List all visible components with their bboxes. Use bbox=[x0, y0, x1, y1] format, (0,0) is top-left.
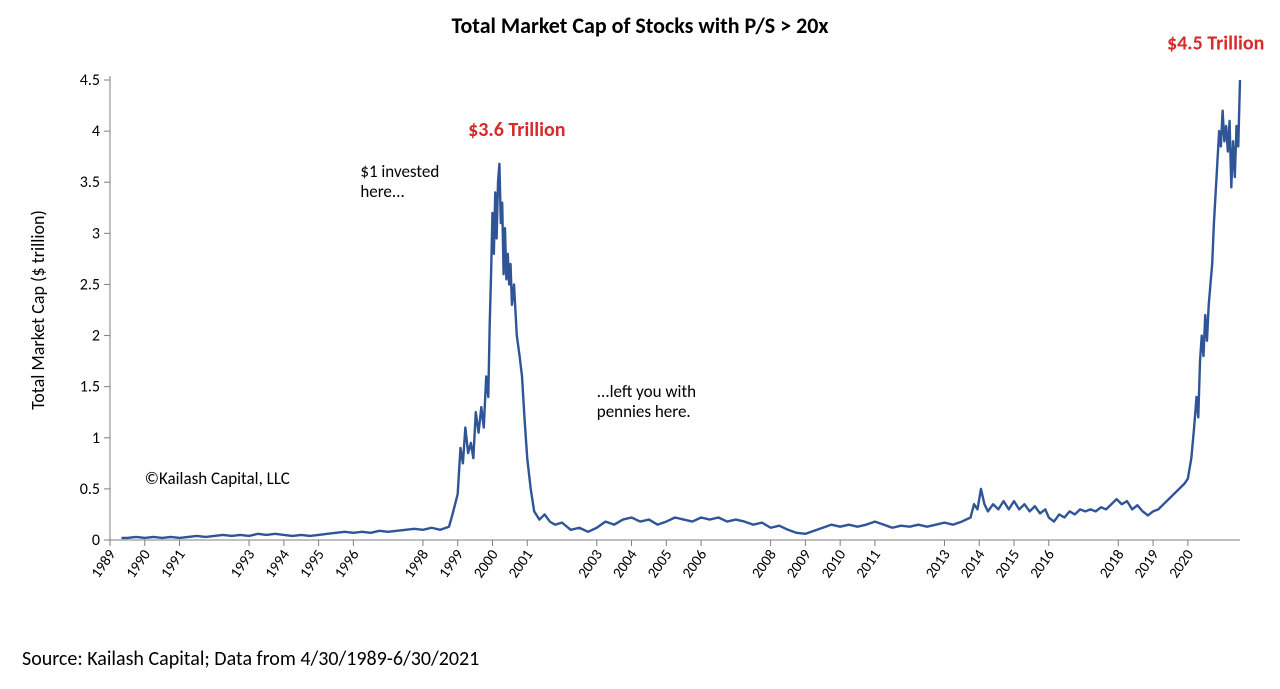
callout: $3.6 Trillion bbox=[468, 118, 565, 142]
svg-text:3.5: 3.5 bbox=[80, 173, 100, 192]
svg-text:1996: 1996 bbox=[331, 546, 363, 582]
svg-text:2004: 2004 bbox=[609, 546, 641, 582]
svg-text:4.5: 4.5 bbox=[80, 71, 100, 90]
annotation: $1 invested bbox=[360, 161, 439, 182]
svg-text:1999: 1999 bbox=[436, 546, 468, 582]
svg-text:2006: 2006 bbox=[679, 546, 711, 582]
svg-text:2003: 2003 bbox=[575, 546, 607, 582]
svg-text:3: 3 bbox=[92, 224, 100, 243]
svg-text:2: 2 bbox=[92, 327, 100, 346]
svg-text:2019: 2019 bbox=[1131, 546, 1163, 582]
svg-text:1994: 1994 bbox=[262, 546, 294, 582]
svg-text:1990: 1990 bbox=[123, 546, 155, 582]
source-text: Source: Kailash Capital; Data from 4/30/… bbox=[22, 647, 479, 671]
svg-text:2011: 2011 bbox=[853, 547, 885, 582]
svg-text:2009: 2009 bbox=[783, 546, 815, 582]
svg-text:0.5: 0.5 bbox=[80, 480, 100, 499]
svg-text:2.5: 2.5 bbox=[80, 275, 100, 294]
svg-text:1995: 1995 bbox=[297, 547, 329, 582]
svg-text:2010: 2010 bbox=[818, 546, 850, 582]
annotation: pennies here. bbox=[597, 401, 691, 422]
svg-text:1998: 1998 bbox=[401, 547, 433, 582]
callout: $4.5 Trillion bbox=[1167, 31, 1264, 55]
svg-text:1: 1 bbox=[92, 429, 100, 448]
svg-text:2014: 2014 bbox=[957, 546, 989, 582]
svg-text:2000: 2000 bbox=[470, 546, 502, 582]
svg-text:2015: 2015 bbox=[992, 547, 1024, 582]
svg-text:2016: 2016 bbox=[1027, 546, 1059, 582]
annotation: ...left you with bbox=[597, 381, 696, 402]
svg-text:2013: 2013 bbox=[922, 546, 954, 582]
annotation: here... bbox=[360, 181, 404, 202]
svg-text:2001: 2001 bbox=[505, 547, 537, 582]
svg-text:4: 4 bbox=[92, 122, 100, 141]
svg-text:1989: 1989 bbox=[88, 546, 120, 582]
svg-text:1993: 1993 bbox=[227, 546, 259, 582]
svg-text:2020: 2020 bbox=[1166, 546, 1198, 582]
chart-canvas: 0 0.5 1 1.5 2 2.5 3 3.5 4 4.5 Total Market Cap ($ … bbox=[0, 0, 1280, 689]
svg-text:1991: 1991 bbox=[157, 547, 189, 582]
svg-text:2018: 2018 bbox=[1096, 547, 1128, 582]
svg-text:1.5: 1.5 bbox=[80, 378, 100, 397]
svg-text:2005: 2005 bbox=[644, 547, 676, 582]
svg-text:2008: 2008 bbox=[749, 547, 781, 582]
y-axis-label: Total Market Cap ($ trillion) bbox=[27, 210, 49, 410]
copyright-text: ©Kailash Capital, LLC bbox=[145, 468, 290, 489]
svg-text:0: 0 bbox=[92, 531, 100, 550]
